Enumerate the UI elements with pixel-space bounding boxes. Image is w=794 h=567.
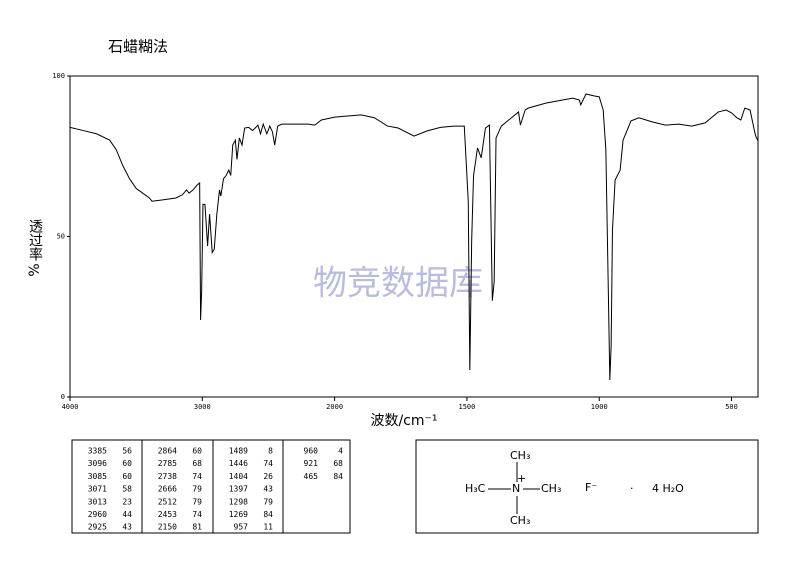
x-tick-label: 2000	[326, 403, 343, 411]
y-tick-label: 50	[57, 233, 65, 241]
peak-wavenumber: 1298	[229, 497, 248, 506]
peak-wavenumber: 3071	[88, 485, 107, 494]
watermark: 物竞数据库	[313, 264, 483, 304]
peak-wavenumber: 3013	[88, 497, 107, 506]
peak-transmittance: 60	[122, 472, 132, 481]
peak-wavenumber: 3096	[88, 459, 107, 468]
water: 4 H₂O	[652, 482, 684, 495]
peak-wavenumber: 1269	[229, 510, 248, 519]
atom-label: N	[512, 482, 520, 495]
peak-transmittance: 56	[122, 447, 132, 456]
x-axis-label: 波数/cm⁻¹	[370, 413, 437, 429]
x-tick-label: 1000	[591, 403, 608, 411]
peak-wavenumber: 2512	[158, 497, 177, 506]
peak-wavenumber: 2960	[88, 510, 107, 519]
peak-wavenumber: 957	[234, 523, 249, 532]
peak-transmittance: 11	[263, 523, 273, 532]
x-tick-label: 4000	[62, 403, 79, 411]
peak-transmittance: 26	[263, 472, 273, 481]
peak-transmittance: 58	[122, 485, 132, 494]
peak-transmittance: 81	[192, 523, 202, 532]
peak-transmittance: 43	[263, 485, 273, 494]
peak-transmittance: 60	[192, 447, 202, 456]
chart-title: 石蜡糊法	[108, 38, 168, 56]
charge: +	[517, 472, 526, 485]
peak-wavenumber: 3085	[88, 472, 107, 481]
y-tick-label: 0	[61, 393, 65, 401]
x-tick-label: 500	[725, 403, 738, 411]
plot-frame	[69, 75, 759, 398]
y-axis-unit: %	[27, 263, 43, 276]
peak-transmittance: 79	[192, 497, 202, 506]
atom-label: CH₃	[510, 514, 530, 527]
peak-transmittance: 74	[192, 510, 202, 519]
structure-box	[415, 439, 759, 534]
peak-transmittance: 23	[122, 497, 132, 506]
x-tick-label: 1500	[458, 403, 475, 411]
peak-transmittance: 84	[263, 510, 273, 519]
peak-transmittance: 43	[122, 523, 132, 532]
peak-transmittance: 79	[192, 485, 202, 494]
peak-table	[71, 439, 351, 534]
peak-wavenumber: 2785	[158, 459, 177, 468]
peak-wavenumber: 921	[304, 459, 319, 468]
peak-wavenumber: 3385	[88, 447, 107, 456]
spectrum-line	[69, 93, 759, 381]
atom-label: H₃C	[465, 482, 486, 495]
atom-label: CH₃	[510, 449, 530, 462]
peak-transmittance: 60	[122, 459, 132, 468]
peak-transmittance: 68	[192, 459, 202, 468]
x-tick-label: 3000	[194, 403, 211, 411]
peak-transmittance: 79	[263, 497, 273, 506]
peak-transmittance: 8	[268, 447, 273, 456]
peak-wavenumber: 2864	[158, 447, 177, 456]
peak-transmittance: 4	[338, 447, 343, 456]
peak-transmittance: 84	[333, 472, 343, 481]
atom-label: CH₃	[541, 482, 561, 495]
y-tick-label: 100	[52, 72, 65, 80]
peak-wavenumber: 2150	[158, 523, 177, 532]
peak-transmittance: 68	[333, 459, 343, 468]
peak-wavenumber: 1397	[229, 485, 248, 494]
structure: CH₃ H₃C N + CH₃ CH₃ F⁻ · 4 H₂O	[465, 449, 684, 527]
peak-wavenumber: 960	[304, 447, 319, 456]
peak-wavenumber: 1404	[229, 472, 248, 481]
peak-wavenumber: 2925	[88, 523, 107, 532]
anion: F⁻	[585, 481, 597, 494]
y-axis-label: 透过率	[27, 219, 43, 261]
peak-transmittance: 74	[192, 472, 202, 481]
peak-wavenumber: 2453	[158, 510, 177, 519]
peak-wavenumber: 1489	[229, 447, 248, 456]
peak-wavenumber: 1446	[229, 459, 248, 468]
peak-wavenumber: 465	[304, 472, 319, 481]
peak-wavenumber: 2738	[158, 472, 177, 481]
peak-transmittance: 74	[263, 459, 273, 468]
peak-wavenumber: 2666	[158, 485, 177, 494]
dot: ·	[630, 482, 634, 495]
peak-transmittance: 44	[122, 510, 132, 519]
